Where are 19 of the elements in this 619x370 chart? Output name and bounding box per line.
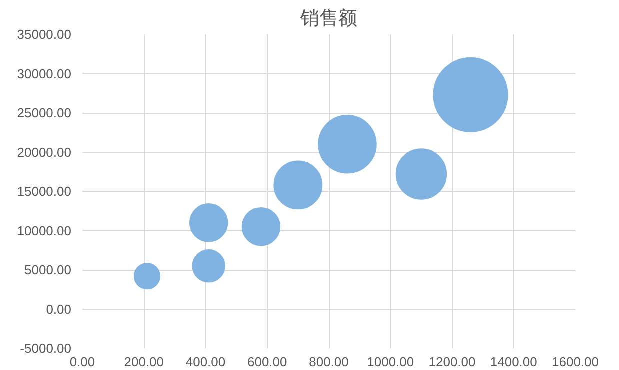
x-tick-label: 1200.00 <box>428 354 476 370</box>
y-tick-label: 30000.00 <box>17 66 72 82</box>
x-tick-label: 200.00 <box>124 354 164 370</box>
x-tick-label: 1000.00 <box>367 354 414 370</box>
y-tick-label: 20000.00 <box>17 144 72 160</box>
x-tick-label: 600.00 <box>247 354 288 370</box>
x-tick-label: 1600.00 <box>552 354 600 370</box>
y-tick-label: -5000.00 <box>20 341 72 356</box>
y-tick-label: 25000.00 <box>17 106 72 120</box>
x-tick-label: 400.00 <box>186 354 226 370</box>
y-tick-label: 15000.00 <box>17 184 72 199</box>
y-tick-label: 0.00 <box>46 302 72 317</box>
x-tick-label: 0.00 <box>70 354 96 370</box>
x-tick-label: 1400.00 <box>490 354 538 370</box>
y-tick-label: 5000.00 <box>24 262 72 278</box>
chart-title: 销售额 <box>300 8 358 30</box>
y-tick-label: 35000.00 <box>17 27 72 42</box>
x-tick-label: 800.00 <box>309 354 349 370</box>
y-tick-label: 10000.00 <box>17 223 72 238</box>
